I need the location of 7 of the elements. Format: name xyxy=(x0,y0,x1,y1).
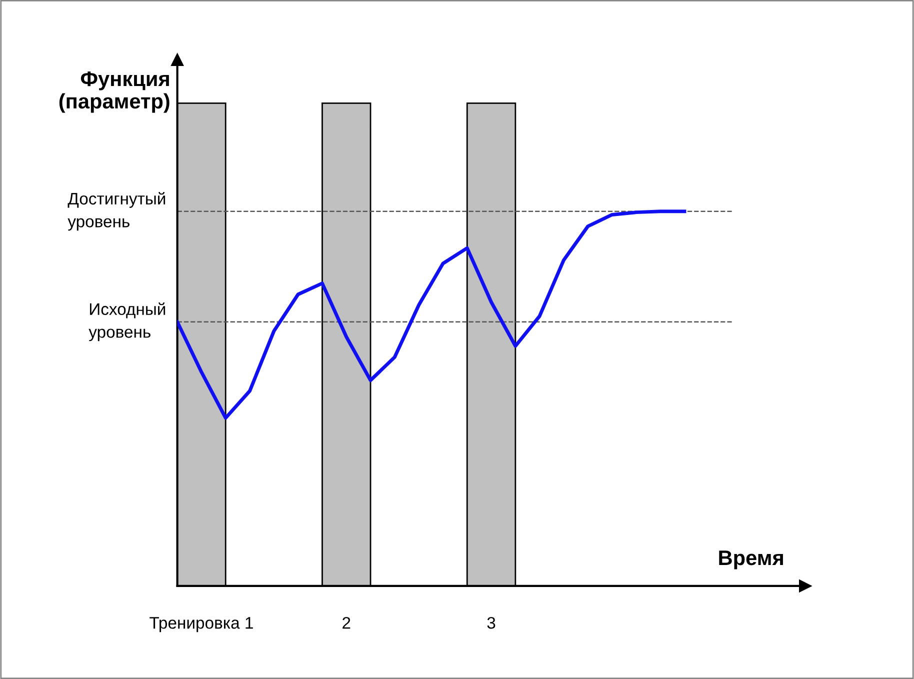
ref-line-label: Исходный уровень xyxy=(88,302,166,342)
x-tick-label: 2 xyxy=(342,616,350,629)
x-axis-title: Время xyxy=(719,550,783,570)
ref-line-label: Достигнутый уровень xyxy=(68,192,166,231)
x-tick-label: Тренировка 1 xyxy=(150,617,253,632)
y-axis-title: Функция (параметр) xyxy=(59,72,170,113)
x-tick-label: 3 xyxy=(487,616,496,629)
